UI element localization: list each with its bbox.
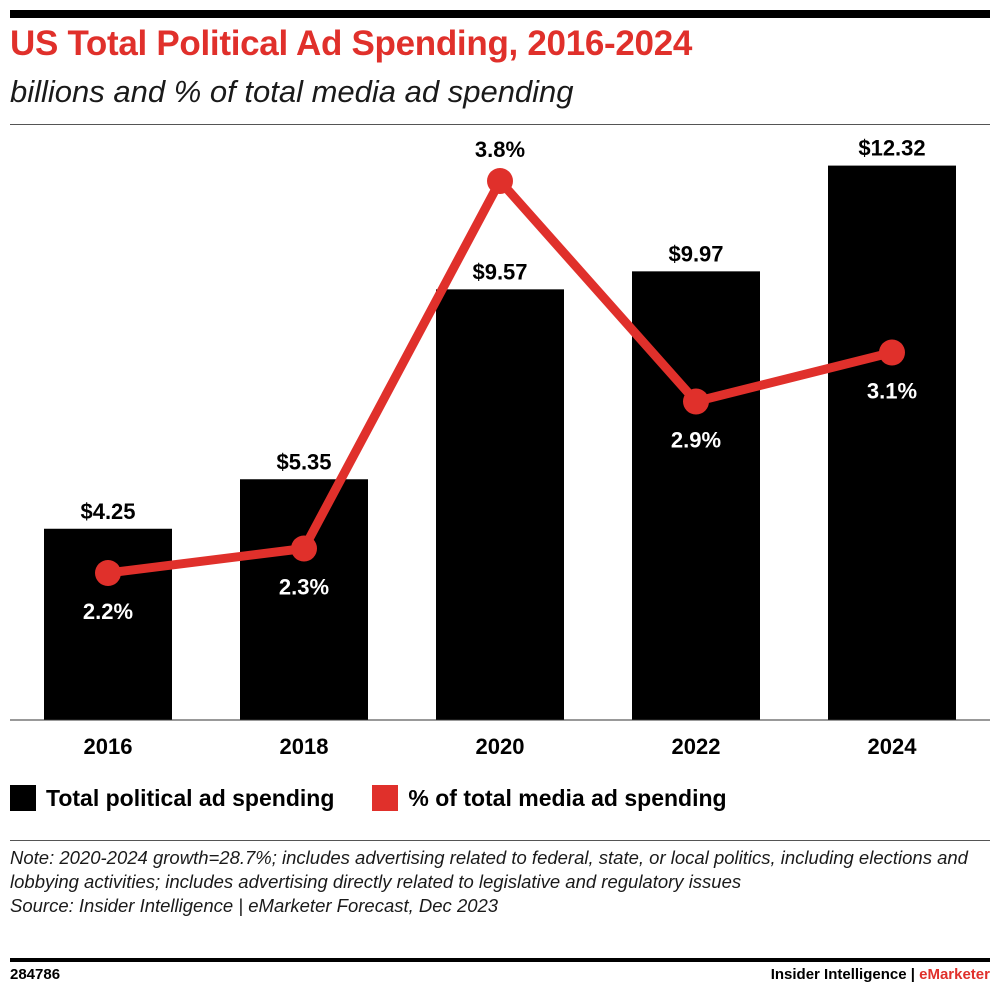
percent-point-2022 — [683, 388, 709, 415]
x-tick-label: 2020 — [476, 734, 525, 759]
top-rule — [10, 10, 990, 18]
brand-main: Insider Intelligence | — [770, 966, 920, 983]
bottom-rule — [10, 958, 990, 962]
bar-2018 — [240, 479, 368, 720]
legend-label-percent: % of total media ad spending — [408, 784, 727, 811]
percent-value-label: 2.9% — [671, 428, 721, 453]
percent-value-label: 2.3% — [279, 575, 329, 600]
bar-2024 — [828, 165, 956, 721]
percent-point-2024 — [879, 339, 905, 366]
percent-value-label: 3.8% — [475, 137, 525, 162]
percent-value-label: 3.1% — [867, 379, 917, 404]
percent-point-2018 — [291, 535, 317, 562]
brand-credit: Insider Intelligence | eMarketer — [771, 966, 990, 983]
percent-point-2016 — [95, 560, 121, 586]
legend-label-spending: Total political ad spending — [46, 784, 335, 811]
chart-note: Note: 2020-2024 growth=28.7%; includes a… — [10, 846, 990, 918]
bar-value-label: $12.32 — [858, 136, 925, 161]
bar-value-label: $9.97 — [668, 241, 723, 266]
note-divider — [10, 840, 990, 841]
legend-item-percent: % of total media ad spending — [372, 784, 727, 812]
percent-point-2020 — [487, 168, 513, 194]
bar-2022 — [632, 271, 760, 720]
note-text: Note: 2020-2024 growth=28.7%; includes a… — [10, 847, 968, 892]
chart-title: US Total Political Ad Spending, 2016-202… — [10, 24, 693, 63]
chart-area: $4.25 $5.35 $9.57 $9.97 $12.32 2016 2018 2020 20… — [10, 136, 990, 759]
x-tick-label: 2024 — [868, 734, 918, 759]
bar-value-label: $9.57 — [472, 259, 527, 284]
bar-2020 — [436, 289, 564, 720]
x-tick-label: 2016 — [84, 734, 133, 759]
chart-subtitle: billions and % of total media ad spendin… — [10, 74, 574, 109]
subtitle-divider — [10, 124, 990, 125]
bar-2016 — [44, 528, 172, 720]
percent-value-label: 2.2% — [83, 599, 133, 624]
legend: Total political ad spending % of total m… — [10, 783, 765, 813]
legend-swatch-percent — [372, 785, 399, 811]
legend-item-spending: Total political ad spending — [10, 785, 334, 812]
bar-value-label: $5.35 — [276, 449, 331, 474]
bar-value-label: $4.25 — [80, 499, 135, 524]
x-tick-label: 2018 — [280, 734, 329, 759]
chart-id: 284786 — [10, 966, 61, 983]
source-text: Source: Insider Intelligence | eMarketer… — [10, 895, 499, 916]
brand-accent: eMarketer — [919, 966, 990, 983]
x-tick-label: 2022 — [672, 734, 721, 759]
legend-swatch-spending — [10, 785, 36, 811]
